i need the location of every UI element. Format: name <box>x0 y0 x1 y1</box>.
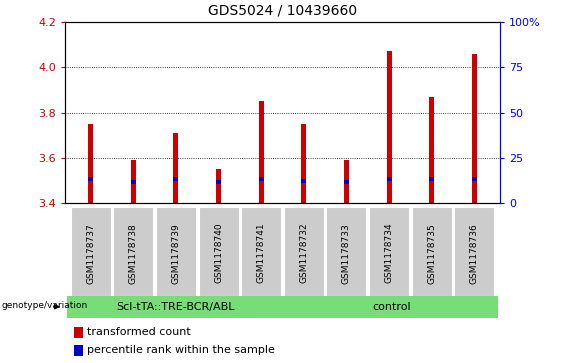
Bar <box>429 178 434 182</box>
Bar <box>73 327 83 338</box>
Bar <box>88 124 93 203</box>
Bar <box>259 178 264 182</box>
Bar <box>284 207 324 296</box>
Bar <box>113 207 153 296</box>
Text: GSM1178734: GSM1178734 <box>385 223 394 284</box>
Bar <box>301 124 306 203</box>
Bar <box>369 207 409 296</box>
Bar <box>327 207 367 296</box>
Bar <box>88 178 93 182</box>
Bar <box>472 54 477 203</box>
Text: GSM1178735: GSM1178735 <box>427 223 436 284</box>
Bar <box>344 160 349 203</box>
Bar <box>198 207 238 296</box>
Bar <box>156 207 196 296</box>
Text: control: control <box>372 302 411 312</box>
Bar <box>131 180 136 184</box>
Text: Scl-tTA::TRE-BCR/ABL: Scl-tTA::TRE-BCR/ABL <box>116 302 235 312</box>
Text: GSM1178733: GSM1178733 <box>342 223 351 284</box>
Text: GSM1178736: GSM1178736 <box>470 223 479 284</box>
Bar <box>412 207 452 296</box>
Title: GDS5024 / 10439660: GDS5024 / 10439660 <box>208 4 357 18</box>
Bar <box>173 178 179 182</box>
Text: percentile rank within the sample: percentile rank within the sample <box>87 345 275 355</box>
Text: genotype/variation: genotype/variation <box>1 301 88 310</box>
Text: transformed count: transformed count <box>87 327 190 337</box>
Bar <box>386 177 392 181</box>
Text: GSM1178739: GSM1178739 <box>171 223 180 284</box>
Bar <box>216 180 221 184</box>
Bar <box>454 207 494 296</box>
Bar <box>241 207 281 296</box>
Bar <box>301 179 306 183</box>
Bar <box>472 177 477 181</box>
Bar <box>71 207 111 296</box>
Bar <box>344 180 349 184</box>
Text: GSM1178741: GSM1178741 <box>257 223 266 284</box>
Bar <box>173 133 179 203</box>
Text: GSM1178740: GSM1178740 <box>214 223 223 284</box>
Text: GSM1178732: GSM1178732 <box>299 223 308 284</box>
Bar <box>259 101 264 203</box>
Text: GSM1178738: GSM1178738 <box>129 223 138 284</box>
Bar <box>386 51 392 203</box>
Text: GSM1178737: GSM1178737 <box>86 223 95 284</box>
Bar <box>131 160 136 203</box>
Bar <box>67 296 285 318</box>
Bar <box>285 296 498 318</box>
Bar <box>216 169 221 203</box>
Bar <box>429 97 434 203</box>
Bar <box>73 345 83 356</box>
